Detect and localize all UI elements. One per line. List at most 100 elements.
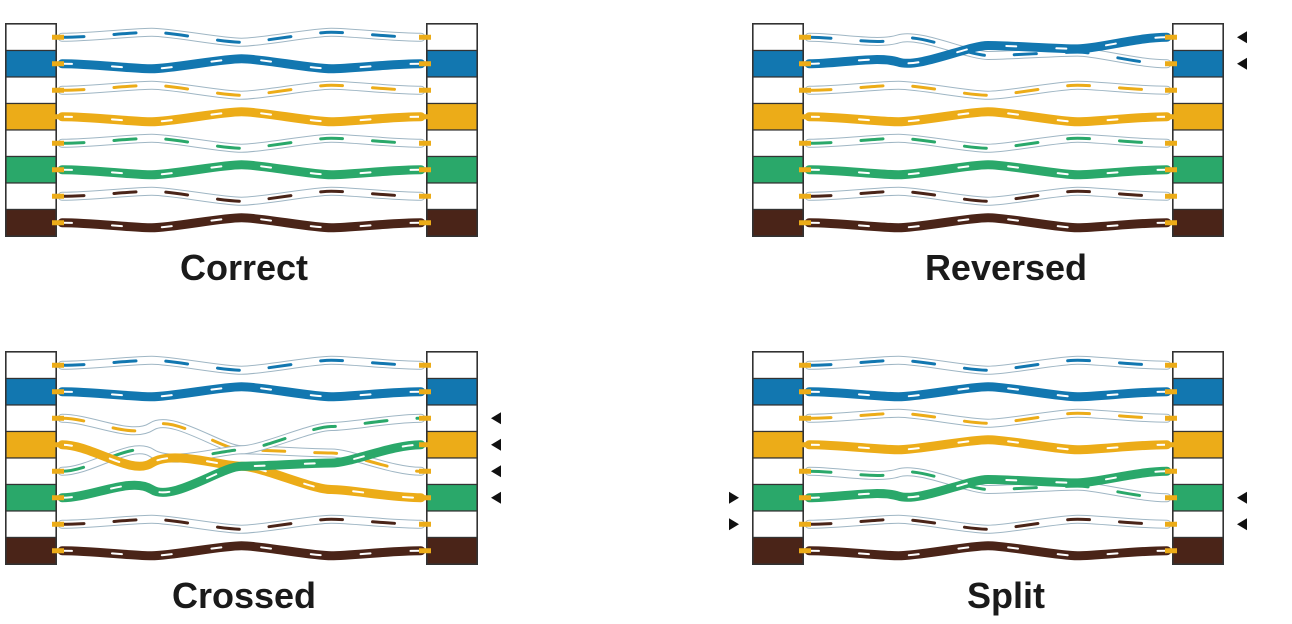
split-contact-l4 xyxy=(799,442,811,448)
reversed-contact-l2 xyxy=(799,61,811,67)
split-contact-r6 xyxy=(1165,495,1177,501)
split-contact-r4 xyxy=(1165,442,1177,448)
reversed-contact-l1 xyxy=(799,34,811,40)
crossed-contact-r1 xyxy=(419,362,431,368)
split-wire-8 xyxy=(804,541,1172,561)
split-marker-right-6 xyxy=(1237,491,1247,504)
reversed-contact-r4 xyxy=(1165,114,1177,120)
crossed-pin-l7 xyxy=(5,510,57,539)
split-pin-l2 xyxy=(752,377,804,406)
split-contact-r1 xyxy=(1165,362,1177,368)
correct-contact-r4 xyxy=(419,114,431,120)
correct-pin-l2 xyxy=(5,49,57,78)
reversed-wire-6 xyxy=(804,160,1172,180)
reversed-pin-l2 xyxy=(752,49,804,78)
caption-correct: Correct xyxy=(179,247,309,288)
caption-crossed: Crossed xyxy=(171,575,317,616)
correct-contact-l1 xyxy=(52,34,64,40)
split-contact-l3 xyxy=(799,415,811,421)
split-contact-r3 xyxy=(1165,415,1177,421)
split-pin-r6 xyxy=(1172,483,1224,512)
crossed-contact-l1 xyxy=(52,362,64,368)
reversed-wire-1-stripe xyxy=(807,35,1169,66)
reversed-pin-r5 xyxy=(1172,129,1224,158)
correct-pin-r7 xyxy=(426,182,478,211)
crossed-pin-r1 xyxy=(426,351,478,380)
split-wire-2 xyxy=(804,382,1172,402)
correct-wire-3-stripe xyxy=(60,83,423,97)
split-marker-right-7 xyxy=(1237,518,1247,531)
reversed-contact-r8 xyxy=(1165,220,1177,226)
crossed-wire-1-stripe xyxy=(60,358,423,372)
split-pin-l7 xyxy=(752,510,804,539)
crossed-wire-6 xyxy=(57,440,426,503)
correct-pin-r8 xyxy=(426,208,478,237)
correct-pin-l1 xyxy=(5,23,57,52)
correct-pin-r5 xyxy=(426,129,478,158)
reversed-pin-r3 xyxy=(1172,76,1224,105)
reversed-contact-l6 xyxy=(799,167,811,173)
split-marker-left-6 xyxy=(729,491,739,504)
crossed-pin-l2 xyxy=(5,377,57,406)
crossed-contact-l3 xyxy=(52,415,64,421)
split-contact-l7 xyxy=(799,521,811,527)
reversed-pin-l4 xyxy=(752,102,804,131)
crossed-pin-l3 xyxy=(5,404,57,433)
crossed-pin-r6 xyxy=(426,483,478,512)
reversed-contact-r6 xyxy=(1165,167,1177,173)
correct-contact-l3 xyxy=(52,87,64,93)
correct-pin-r1 xyxy=(426,23,478,52)
split-contact-r7 xyxy=(1165,521,1177,527)
split-pin-r4 xyxy=(1172,430,1224,459)
split-contact-l1 xyxy=(799,362,811,368)
split-wire-7-stripe xyxy=(807,517,1169,531)
crossed-marker-right-4 xyxy=(491,438,501,451)
correct-wire-8 xyxy=(57,213,426,233)
caption-split: Split xyxy=(967,575,1045,616)
reversed-contact-r7 xyxy=(1165,193,1177,199)
crossed-pin-r3 xyxy=(426,404,478,433)
reversed-contact-r5 xyxy=(1165,140,1177,146)
split-contact-l6 xyxy=(799,495,811,501)
split-pin-l3 xyxy=(752,404,804,433)
split-contact-l8 xyxy=(799,548,811,554)
crossed-contact-r2 xyxy=(419,389,431,395)
split-pin-l6 xyxy=(752,483,804,512)
reversed-contact-r3 xyxy=(1165,87,1177,93)
split-wire-5-stripe xyxy=(807,469,1169,500)
crossed-contact-r5 xyxy=(419,468,431,474)
reversed-wire-3-stripe xyxy=(807,83,1169,97)
crossed-contact-r8 xyxy=(419,548,431,554)
split-wire-1-stripe xyxy=(807,358,1169,372)
crossed-pin-l8 xyxy=(5,536,57,565)
crossed-contact-r7 xyxy=(419,521,431,527)
correct-contact-l7 xyxy=(52,193,64,199)
reversed-pin-l5 xyxy=(752,129,804,158)
crossed-pin-l5 xyxy=(5,457,57,486)
crossed-contact-l4 xyxy=(52,442,64,448)
crossed-pin-l1 xyxy=(5,351,57,380)
reversed-pin-r7 xyxy=(1172,182,1224,211)
split-pin-l8 xyxy=(752,536,804,565)
reversed-wire-7-stripe xyxy=(807,189,1169,203)
crossed-wire-2 xyxy=(57,382,426,402)
crossed-wire-4-twist xyxy=(61,443,422,499)
crossed-wire-8 xyxy=(57,541,426,561)
correct-pin-l8 xyxy=(5,208,57,237)
crossed-contact-l5 xyxy=(52,468,64,474)
split-wire-4 xyxy=(804,435,1172,455)
reversed-pin-r8 xyxy=(1172,208,1224,237)
caption-reversed: Reversed xyxy=(924,247,1088,288)
split-contact-r2 xyxy=(1165,389,1177,395)
crossed-pin-r4 xyxy=(426,430,478,459)
split-pin-l1 xyxy=(752,351,804,380)
correct-wire-5-stripe xyxy=(60,136,423,150)
crossed-marker-right-3 xyxy=(491,412,501,425)
split-wire-3-stripe xyxy=(807,411,1169,425)
reversed-pin-l7 xyxy=(752,182,804,211)
reversed-contact-r1 xyxy=(1165,34,1177,40)
correct-pin-r2 xyxy=(426,49,478,78)
split-contact-l2 xyxy=(799,389,811,395)
